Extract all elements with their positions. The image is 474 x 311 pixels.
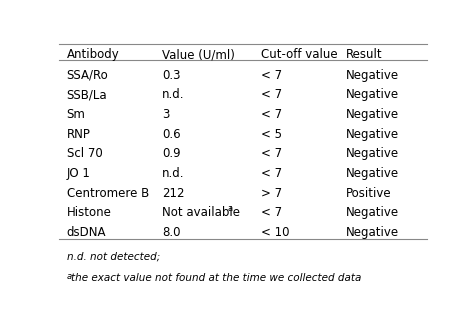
- Text: JO 1: JO 1: [66, 167, 91, 180]
- Text: Negative: Negative: [346, 69, 399, 82]
- Text: > 7: > 7: [261, 187, 283, 200]
- Text: n.d. not detected;: n.d. not detected;: [66, 252, 160, 262]
- Text: < 7: < 7: [261, 69, 283, 82]
- Text: < 10: < 10: [261, 226, 290, 239]
- Text: a: a: [66, 272, 72, 281]
- Text: Result: Result: [346, 48, 383, 61]
- Text: RNP: RNP: [66, 128, 91, 141]
- Text: Negative: Negative: [346, 108, 399, 121]
- Text: < 7: < 7: [261, 206, 283, 219]
- Text: Histone: Histone: [66, 206, 111, 219]
- Text: Value (U/ml): Value (U/ml): [162, 48, 235, 61]
- Text: Negative: Negative: [346, 226, 399, 239]
- Text: n.d.: n.d.: [162, 88, 184, 101]
- Text: dsDNA: dsDNA: [66, 226, 106, 239]
- Text: 0.9: 0.9: [162, 147, 181, 160]
- Text: Centromere B: Centromere B: [66, 187, 149, 200]
- Text: Negative: Negative: [346, 206, 399, 219]
- Text: Antibody: Antibody: [66, 48, 119, 61]
- Text: a: a: [228, 204, 233, 213]
- Text: Not available: Not available: [162, 206, 240, 219]
- Text: 0.6: 0.6: [162, 128, 181, 141]
- Text: Negative: Negative: [346, 88, 399, 101]
- Text: 212: 212: [162, 187, 184, 200]
- Text: Cut-off value: Cut-off value: [261, 48, 338, 61]
- Text: < 7: < 7: [261, 88, 283, 101]
- Text: < 7: < 7: [261, 167, 283, 180]
- Text: n.d.: n.d.: [162, 167, 184, 180]
- Text: SSB/La: SSB/La: [66, 88, 107, 101]
- Text: 0.3: 0.3: [162, 69, 181, 82]
- Text: Sm: Sm: [66, 108, 85, 121]
- Text: < 5: < 5: [261, 128, 283, 141]
- Text: Scl 70: Scl 70: [66, 147, 102, 160]
- Text: Negative: Negative: [346, 128, 399, 141]
- Text: < 7: < 7: [261, 147, 283, 160]
- Text: Negative: Negative: [346, 167, 399, 180]
- Text: 8.0: 8.0: [162, 226, 181, 239]
- Text: the exact value not found at the time we collected data: the exact value not found at the time we…: [72, 273, 362, 283]
- Text: Negative: Negative: [346, 147, 399, 160]
- Text: 3: 3: [162, 108, 170, 121]
- Text: Positive: Positive: [346, 187, 392, 200]
- Text: < 7: < 7: [261, 108, 283, 121]
- Text: SSA/Ro: SSA/Ro: [66, 69, 109, 82]
